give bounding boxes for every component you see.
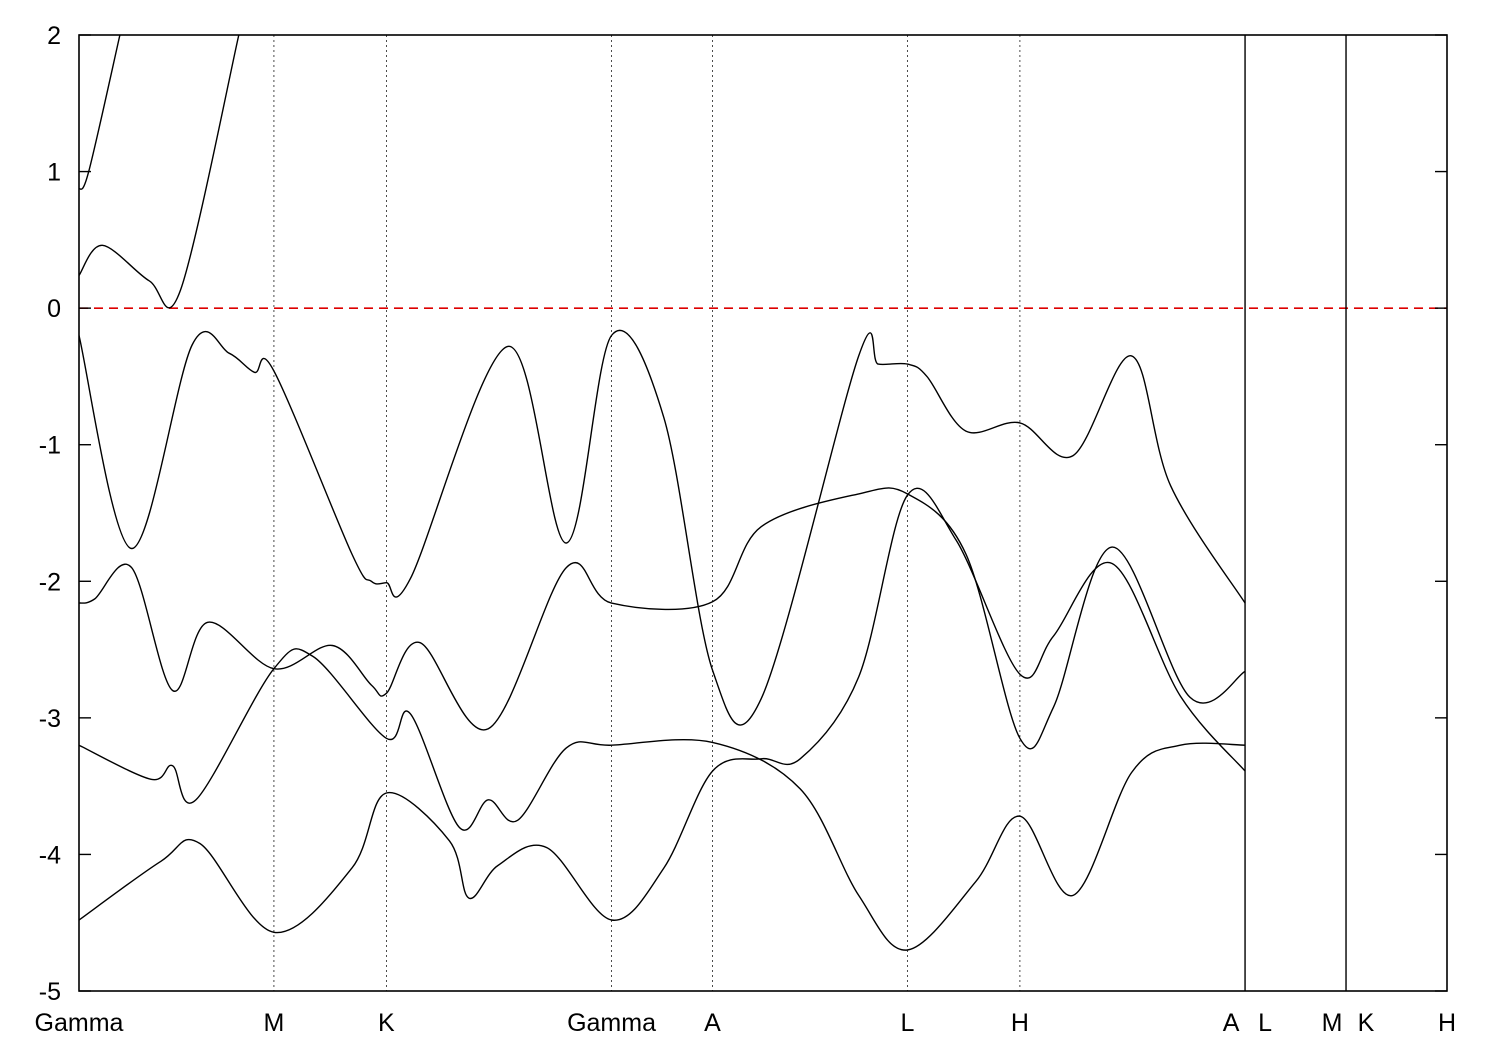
x-tick-label-gamma: Gamma [567, 1009, 656, 1037]
band-line-2 [79, 35, 240, 309]
y-tick-label: -2 [39, 568, 61, 596]
x-tick-label-l: L [900, 1009, 914, 1037]
x-tick-label-k: K [1358, 1009, 1375, 1037]
x-tick-label-a: A [704, 1009, 721, 1037]
band-lines [79, 35, 1246, 951]
y-tick-label: 2 [47, 22, 61, 50]
y-tick-label: -1 [39, 432, 61, 460]
y-tick-label: 1 [47, 159, 61, 187]
x-tick-label-a: A [1223, 1009, 1240, 1037]
band-line-4 [79, 487, 1246, 750]
plot-frame [78, 34, 1448, 992]
y-axis-ticks: 2 1 0 -1 -2 -3 -4 -5 [39, 22, 1447, 1006]
plot-border [78, 34, 1448, 992]
x-tick-label-l: L [1258, 1009, 1272, 1037]
band-line-6 [79, 487, 1246, 934]
x-tick-label-k: K [378, 1009, 395, 1037]
x-tick-label-m: M [1322, 1009, 1343, 1037]
band-line-5 [79, 648, 1246, 951]
y-tick-label: 0 [47, 295, 61, 323]
band-line-3 [79, 329, 1246, 726]
x-tick-label-h: H [1011, 1009, 1029, 1037]
x-tick-label-gamma: Gamma [35, 1009, 124, 1037]
y-tick-label: -3 [39, 705, 61, 733]
band-line-1 [79, 35, 121, 190]
x-tick-label-h: H [1438, 1009, 1456, 1037]
y-tick-label: -5 [39, 978, 61, 1006]
x-tick-label-m: M [264, 1009, 285, 1037]
x-axis-ticks: Gamma M K Gamma A L H A L M K H [35, 1009, 1456, 1037]
y-tick-label: -4 [39, 841, 61, 869]
